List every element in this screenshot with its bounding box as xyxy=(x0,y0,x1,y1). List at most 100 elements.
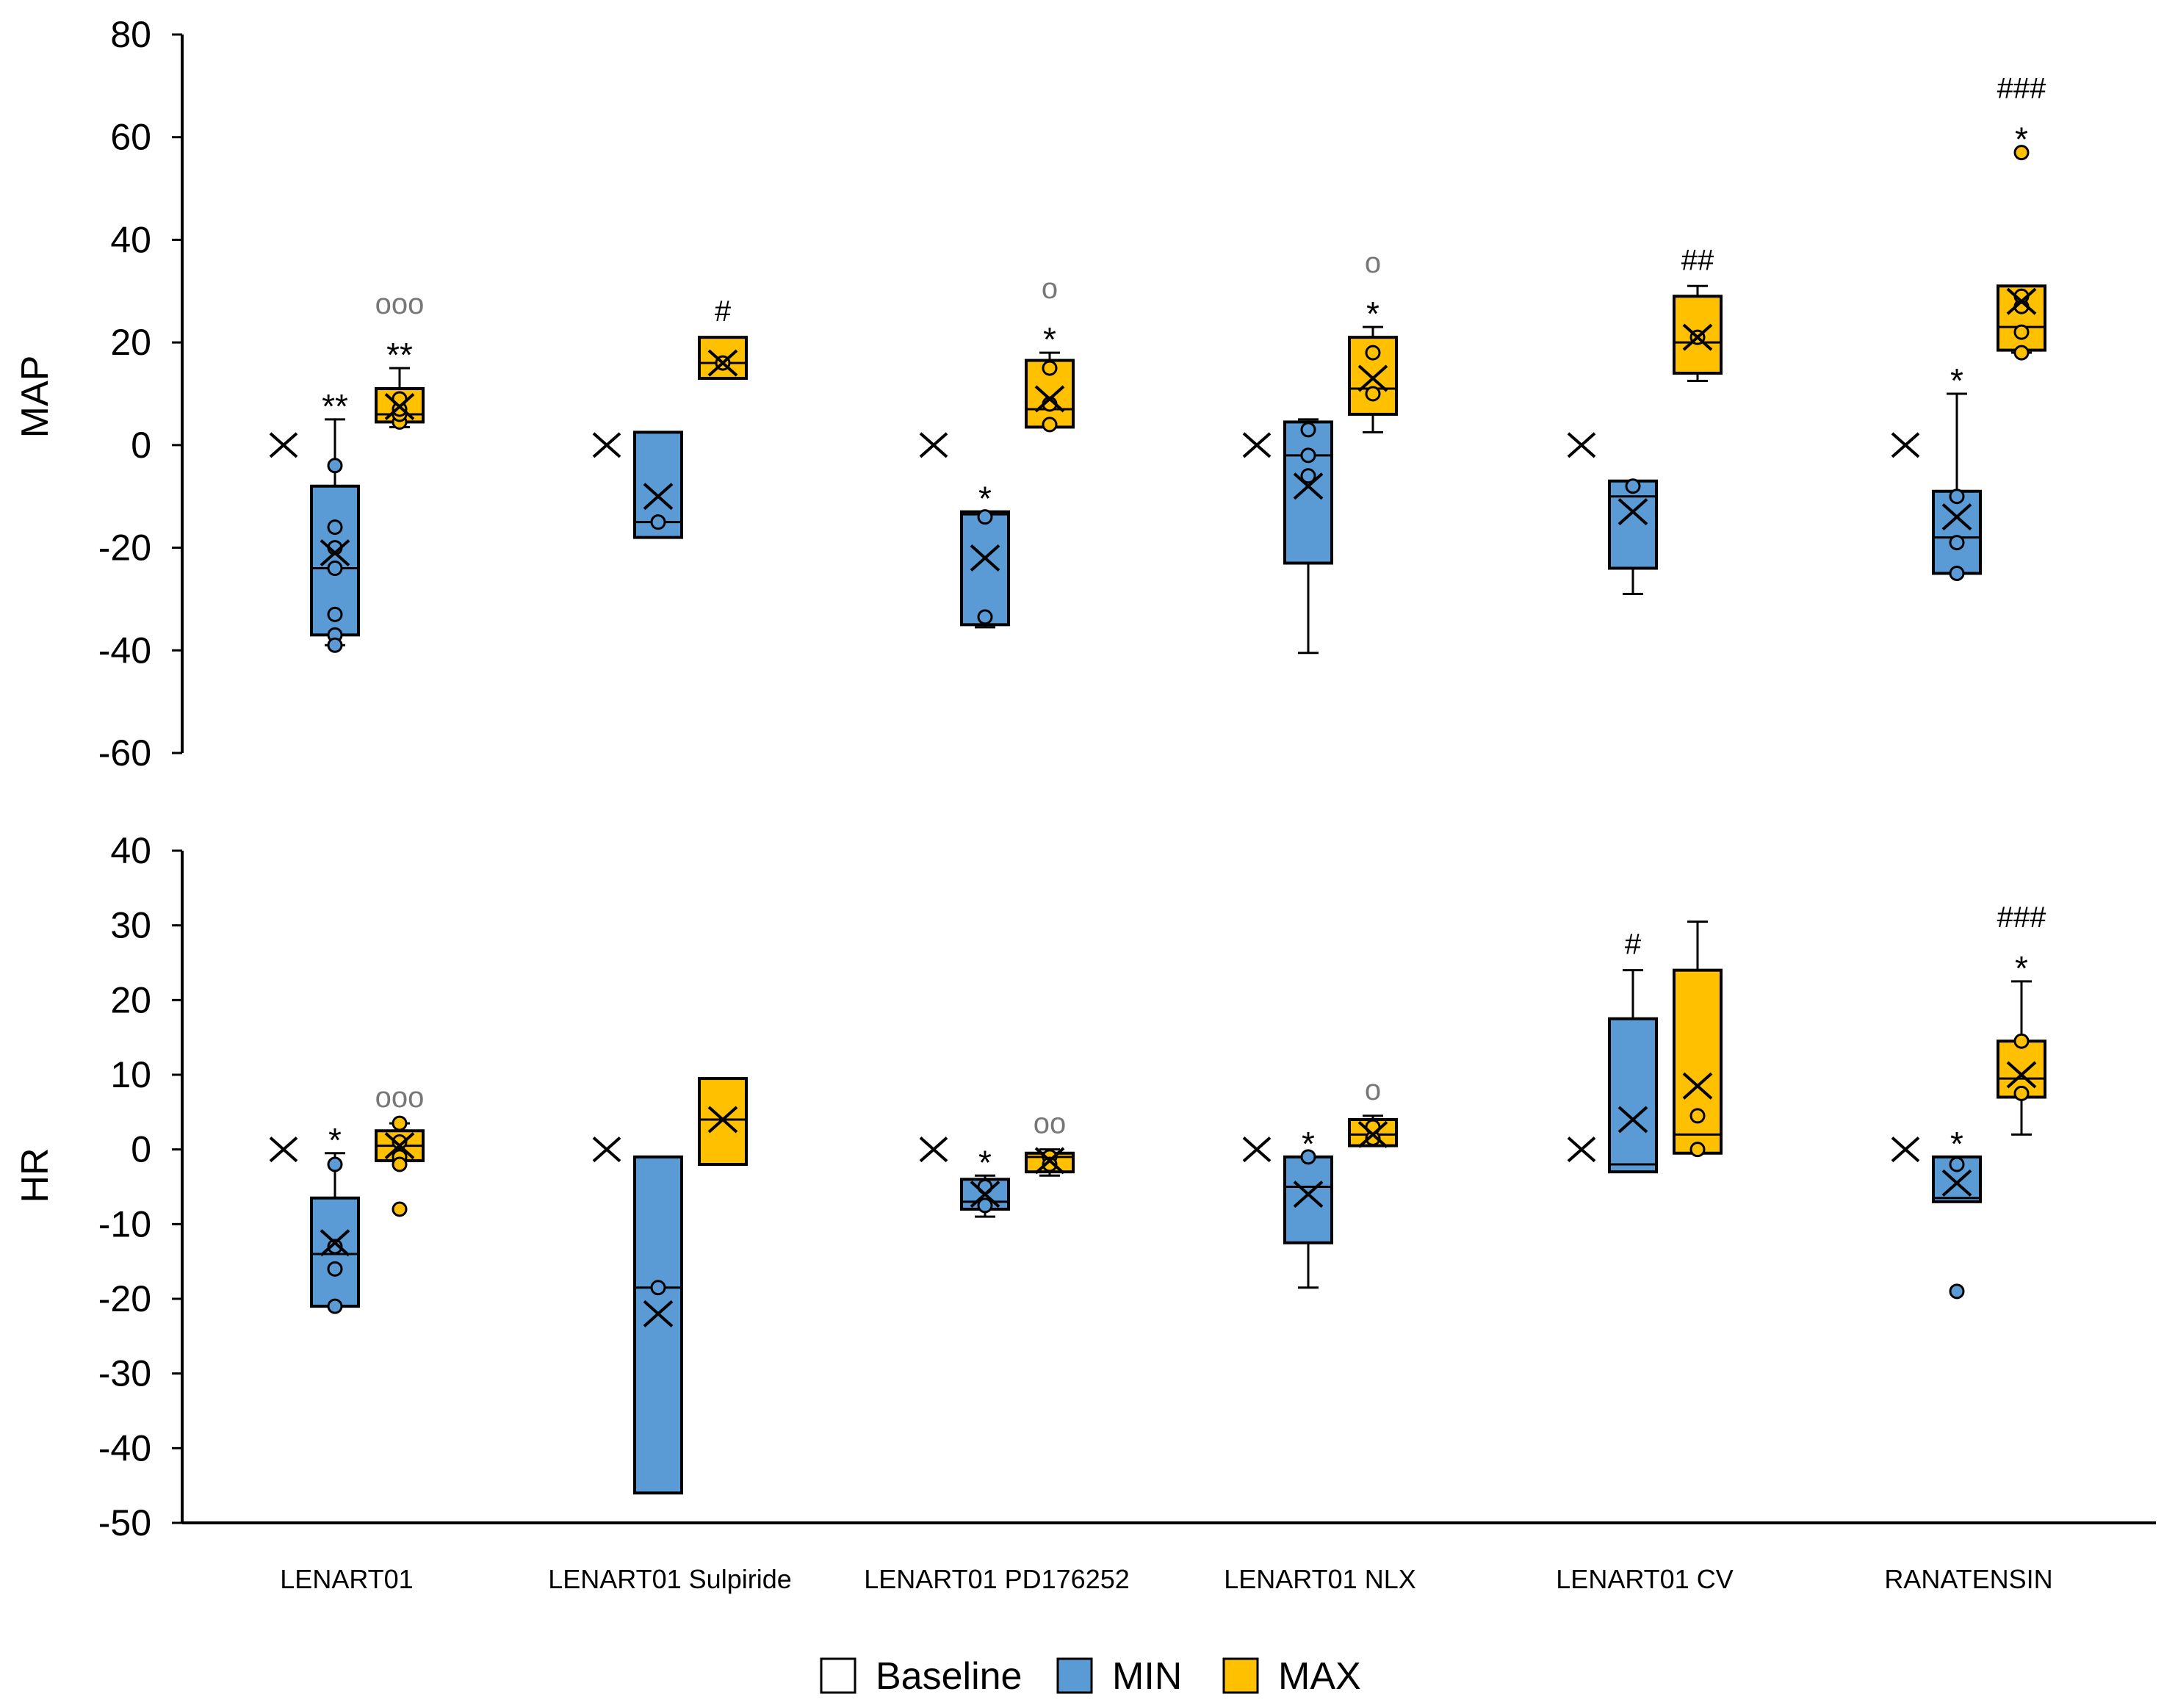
hr-y-tick-label: -30 xyxy=(98,1353,151,1394)
legend: Baseline MIN MAX xyxy=(820,1655,1361,1698)
max-mean-marker xyxy=(1034,385,1065,413)
x-axis-category-labels: LENART01 LENART01 Sulpiride LENART01 PD176… xyxy=(280,1564,2052,1594)
significance-hash-label: ### xyxy=(1997,901,2046,934)
map-y-tick-label: 0 xyxy=(131,425,151,466)
significance-circle-label: o xyxy=(1365,247,1381,279)
map-plot-area: ****ooo #**o*o ##**### xyxy=(269,73,2046,655)
max-data-point xyxy=(392,1156,408,1172)
min-box xyxy=(960,510,1010,627)
min-data-point xyxy=(1300,447,1316,464)
min-mean-marker xyxy=(1617,1106,1648,1134)
max-data-point xyxy=(1689,1108,1706,1124)
hr-y-tick-label: -20 xyxy=(98,1278,151,1319)
baseline-mean-marker xyxy=(1242,432,1272,458)
significance-circle-label: ooo xyxy=(375,1081,425,1114)
hr-y-tick-label: 20 xyxy=(110,979,151,1020)
significance-star-label: ** xyxy=(322,387,348,425)
significance-star-label: * xyxy=(2015,120,2028,159)
min-box xyxy=(1283,1155,1333,1244)
legend-label-baseline: Baseline xyxy=(876,1655,1022,1698)
map-y-tick-label: -20 xyxy=(98,527,151,569)
min-data-point xyxy=(1625,478,1641,494)
min-box xyxy=(1608,1017,1658,1174)
legend-swatch-min xyxy=(1056,1657,1093,1694)
min-data-point xyxy=(650,514,666,530)
significance-circle-label: ooo xyxy=(375,288,425,320)
max-mean-marker xyxy=(1682,323,1713,351)
significance-circle-label: o xyxy=(1042,273,1058,305)
significance-star-label: * xyxy=(978,1143,992,1181)
significance-hash-label: ### xyxy=(1997,73,2046,105)
min-mean-marker xyxy=(970,1181,1000,1208)
max-data-point xyxy=(2013,324,2030,340)
min-data-point xyxy=(650,1280,666,1296)
category-label-lenart01-pd176252: LENART01 PD176252 xyxy=(864,1564,1130,1594)
baseline-mean-marker xyxy=(592,1136,621,1163)
category-label-lenart01-cv: LENART01 CV xyxy=(1556,1564,1733,1594)
hr-y-tick-label: -10 xyxy=(98,1203,151,1244)
category-label-lenart01: LENART01 xyxy=(280,1564,413,1594)
map-y-tick-label: -40 xyxy=(98,630,151,671)
baseline-mean-marker xyxy=(1567,1136,1596,1163)
min-data-point xyxy=(1300,468,1316,484)
min-data-point xyxy=(1949,535,1965,551)
min-mean-marker xyxy=(1617,498,1648,526)
significance-star-label: * xyxy=(2015,949,2028,987)
map-axes: 80 60 40 20 0 -20 -40 -60 xyxy=(98,14,184,774)
min-data-point xyxy=(1300,422,1316,438)
legend-label-min: MIN xyxy=(1112,1655,1182,1698)
max-data-point xyxy=(1042,360,1058,376)
min-data-point xyxy=(1949,1156,1965,1172)
min-data-point xyxy=(1949,489,1965,505)
min-data-point xyxy=(977,1197,993,1214)
min-mean-marker xyxy=(1293,472,1324,500)
min-mean-marker xyxy=(643,1300,674,1327)
max-data-point xyxy=(1365,345,1381,361)
max-data-point xyxy=(1042,417,1058,433)
min-data-point xyxy=(327,1156,343,1172)
significance-star-label: * xyxy=(978,480,992,518)
hr-plot-area: * ooo * oo * o # * * ### xyxy=(269,901,2046,1495)
min-data-point xyxy=(327,458,343,474)
max-data-point xyxy=(1365,386,1381,402)
hr-y-tick-label: 10 xyxy=(110,1054,151,1095)
max-mean-marker xyxy=(1034,1147,1065,1175)
max-mean-marker xyxy=(1682,1072,1713,1100)
max-data-point xyxy=(1689,1142,1706,1158)
min-mean-marker xyxy=(643,483,674,511)
baseline-mean-marker xyxy=(592,432,621,458)
hr-y-tick-label: -50 xyxy=(98,1502,151,1543)
min-data-point xyxy=(1300,1149,1316,1165)
baseline-mean-marker xyxy=(919,1136,948,1163)
min-data-point xyxy=(327,606,343,622)
baseline-mean-marker xyxy=(1891,432,1920,458)
max-mean-marker xyxy=(384,1132,415,1160)
significance-star-label: * xyxy=(1950,361,1963,400)
min-data-point xyxy=(1949,1283,1965,1300)
max-mean-marker xyxy=(707,1106,738,1134)
significance-circle-label: oo xyxy=(1034,1108,1067,1140)
significance-star-label: * xyxy=(1366,295,1379,333)
category-label-lenart01-sulpiride: LENART01 Sulpiride xyxy=(548,1564,792,1594)
category-label-lenart01-nlx: LENART01 NLX xyxy=(1224,1564,1415,1594)
map-y-tick-label: 80 xyxy=(110,14,151,55)
max-mean-marker xyxy=(707,349,738,377)
min-data-point xyxy=(327,1239,343,1255)
significance-star-label: * xyxy=(1950,1125,1963,1163)
min-data-point xyxy=(327,561,343,577)
max-data-point xyxy=(2013,1033,2030,1049)
baseline-mean-marker xyxy=(919,432,948,458)
max-data-point xyxy=(2013,145,2030,161)
baseline-mean-marker xyxy=(269,1136,298,1163)
map-y-tick-label: -60 xyxy=(98,732,151,774)
max-data-point xyxy=(392,1134,408,1150)
min-data-point xyxy=(327,1261,343,1277)
map-y-tick-label: 60 xyxy=(110,117,151,158)
min-box xyxy=(1283,420,1333,565)
legend-swatch-max xyxy=(1222,1657,1259,1694)
significance-star-label: ** xyxy=(386,336,413,374)
max-data-point xyxy=(2013,1085,2030,1101)
min-box xyxy=(633,1155,683,1495)
